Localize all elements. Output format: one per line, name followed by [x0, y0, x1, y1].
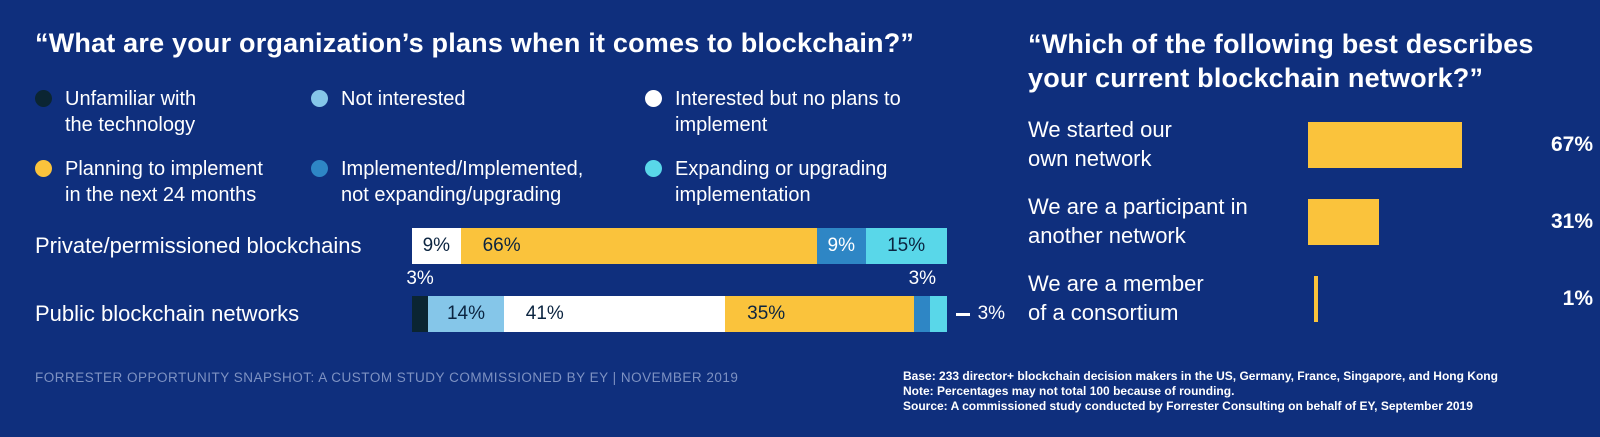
legend-label: Unfamiliar with the technology [65, 88, 197, 136]
legend-item: Expanding or upgrading implementation [645, 156, 901, 208]
network-value-label: 67% [1550, 133, 1593, 156]
legend-label: Planning to implement in the next 24 mon… [65, 158, 263, 206]
legend-dot-icon [311, 160, 328, 177]
callout-dash-icon [955, 312, 970, 316]
bar-category-label: Public blockchain networks [35, 301, 300, 326]
segment-value-label: 15% [887, 235, 926, 256]
legend-label: Interested but no plans to implement [675, 88, 901, 136]
footnote-note: Note: Percentages may not total 100 beca… [903, 383, 1235, 398]
network-bar-row: We are a member of a consortium 1% [1028, 266, 1593, 332]
right-question-title: “Which of the following best describes y… [1028, 29, 1534, 93]
footnotes: Base: 233 director+ blockchain decision … [903, 369, 1583, 414]
forrester-attribution: FORRESTER OPPORTUNITY SNAPSHOT: A CUSTOM… [35, 370, 739, 385]
network-bar-chart: We started our own network 67% We are a pa… [1028, 112, 1593, 343]
network-bar [1307, 199, 1380, 245]
network-bar-row: We are a participant in another network 3… [1028, 189, 1593, 255]
legend-dot-icon [645, 90, 662, 107]
bar-segment: 14% [428, 296, 504, 332]
network-value-label: 31% [1550, 210, 1593, 233]
legend-label: Expanding or upgrading implementation [675, 158, 888, 206]
segment-value-label: 14% [446, 303, 485, 324]
bar-segment: 41% [503, 296, 726, 332]
segment-value-label: 3% [908, 268, 937, 289]
bar-segment: 66% [460, 228, 817, 264]
legend-dot-icon [35, 160, 52, 177]
network-bar-track [1307, 122, 1538, 168]
legend-item: Unfamiliar with the technology [35, 86, 311, 138]
network-value-label: 1% [1562, 287, 1593, 310]
bar-segment [412, 296, 429, 332]
bar-segment: 9% [412, 228, 461, 264]
network-category-label: We are a participant in another network [1028, 194, 1248, 248]
network-bar [1307, 122, 1463, 168]
segment-value-label: 66% [482, 235, 521, 256]
segment-value-label: 35% [747, 303, 786, 324]
legend: Unfamiliar with the technology Not intere… [35, 86, 901, 208]
bar-segment [914, 296, 931, 332]
network-bar [1314, 276, 1319, 322]
legend-label: Implemented/Implemented, not expanding/u… [341, 158, 584, 206]
legend-dot-icon [311, 90, 328, 107]
segment-value-label: 9% [422, 235, 451, 256]
segment-value-label: 3% [977, 303, 1006, 324]
footnote-base: Base: 233 director+ blockchain decision … [903, 369, 1498, 383]
network-bar-row: We started our own network 67% [1028, 112, 1593, 178]
legend-item: Not interested [311, 86, 645, 138]
bar-segment: 9% [816, 228, 866, 264]
segment-value-label: 41% [525, 303, 564, 324]
legend-dot-icon [35, 90, 52, 107]
legend-label: Not interested [341, 88, 466, 110]
bar-category-label: Private/permissioned blockchains [35, 233, 362, 258]
bar-track: 3% 14% 41% 35% 3% 3% [406, 268, 1005, 332]
network-bar-track [1314, 276, 1549, 322]
segment-value-label: 9% [827, 235, 856, 256]
legend-item: Interested but no plans to implement [645, 86, 901, 138]
plans-stacked-bar-chart: Private/permissioned blockchains 9% 66% 9% 1… [35, 228, 1005, 332]
network-category-label: We started our own network [1028, 117, 1172, 171]
network-bar-track [1307, 199, 1538, 245]
left-question-title: “What are your organization’s plans when… [35, 28, 915, 58]
bar-segment: 15% [865, 228, 947, 264]
bar-segment [930, 296, 947, 332]
legend-item: Implemented/Implemented, not expanding/u… [311, 156, 645, 208]
network-category-label: We are a member of a consortium [1028, 271, 1204, 325]
bar-track: 9% 66% 9% 15% [412, 228, 952, 264]
legend-item: Planning to implement in the next 24 mon… [35, 156, 311, 208]
bar-row: Public blockchain networks 3% 14% 41% 35% 3% 3… [35, 268, 1005, 332]
bar-segment: 35% [725, 296, 915, 332]
footnote-source: Source: A commissioned study conducted b… [903, 398, 1473, 413]
segment-value-label: 3% [406, 268, 434, 289]
segment-value-callout: 3% [955, 303, 1006, 325]
bar-row: Private/permissioned blockchains 9% 66% 9% 1… [35, 228, 965, 264]
legend-dot-icon [645, 160, 662, 177]
